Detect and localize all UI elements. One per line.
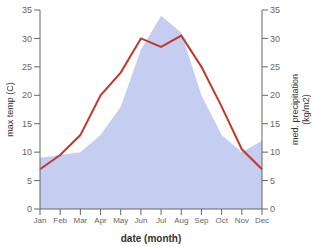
svg-text:25: 25 — [22, 62, 32, 72]
svg-text:med. precipitation(kg/m2): med. precipitation(kg/m2) — [290, 74, 310, 145]
svg-text:15: 15 — [270, 119, 280, 129]
svg-text:Oct: Oct — [215, 216, 228, 225]
svg-text:35: 35 — [22, 5, 32, 15]
svg-text:Sep: Sep — [194, 216, 209, 225]
svg-text:0: 0 — [270, 204, 275, 214]
svg-text:5: 5 — [270, 176, 275, 186]
svg-text:date (month): date (month) — [121, 233, 182, 244]
svg-text:Nov: Nov — [235, 216, 249, 225]
svg-text:30: 30 — [270, 34, 280, 44]
svg-text:Jan: Jan — [34, 216, 47, 225]
svg-text:10: 10 — [270, 147, 280, 157]
svg-text:Apr: Apr — [94, 216, 107, 225]
svg-text:15: 15 — [22, 119, 32, 129]
svg-text:Jul: Jul — [156, 216, 166, 225]
svg-text:Mar: Mar — [73, 216, 87, 225]
svg-text:Jun: Jun — [134, 216, 147, 225]
svg-text:max temp (C): max temp (C) — [8, 82, 15, 137]
svg-text:Dec: Dec — [255, 216, 269, 225]
svg-text:May: May — [113, 216, 128, 225]
svg-text:20: 20 — [270, 90, 280, 100]
svg-text:10: 10 — [22, 147, 32, 157]
svg-text:Aug: Aug — [174, 216, 188, 225]
svg-text:0: 0 — [27, 204, 32, 214]
svg-text:20: 20 — [22, 90, 32, 100]
svg-text:30: 30 — [22, 34, 32, 44]
svg-text:25: 25 — [270, 62, 280, 72]
svg-text:35: 35 — [270, 5, 280, 15]
svg-text:5: 5 — [27, 176, 32, 186]
svg-text:Feb: Feb — [53, 216, 67, 225]
